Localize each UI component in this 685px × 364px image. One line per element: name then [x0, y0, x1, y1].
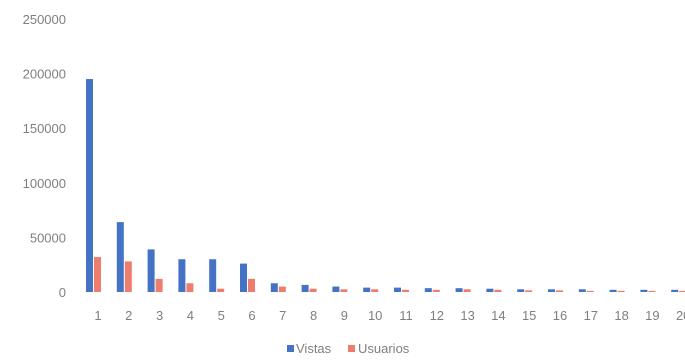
x-tick-label: 20 — [676, 308, 685, 323]
legend-label-usuarios: Usuarios — [358, 341, 410, 356]
bar-vistas-9 — [332, 286, 340, 292]
x-tick-label: 13 — [460, 308, 474, 323]
bar-usuarios-5 — [217, 288, 225, 292]
x-tick-label: 15 — [522, 308, 536, 323]
bars — [86, 79, 685, 292]
x-tick-label: 16 — [553, 308, 567, 323]
bar-usuarios-7 — [278, 286, 286, 292]
bar-vistas-10 — [363, 287, 371, 292]
y-tick-label: 200000 — [23, 67, 66, 82]
y-axis-ticks: 0 50000 100000 150000 200000 250000 — [23, 12, 66, 300]
bar-usuarios-18 — [617, 290, 625, 292]
bar-usuarios-13 — [463, 289, 471, 292]
bar-vistas-5 — [209, 259, 217, 292]
y-tick-label: 0 — [59, 285, 66, 300]
x-tick-label: 18 — [614, 308, 628, 323]
bar-usuarios-3 — [155, 278, 163, 292]
x-tick-label: 12 — [430, 308, 444, 323]
bar-usuarios-17 — [586, 290, 594, 292]
x-tick-label: 11 — [399, 308, 413, 323]
bar-vistas-15 — [517, 289, 525, 292]
bar-vistas-13 — [455, 288, 463, 292]
bar-usuarios-16 — [556, 290, 563, 292]
legend-label-vistas: Vistas — [296, 341, 332, 356]
x-axis-ticks: 1234567891011121314151617181920 — [94, 308, 685, 323]
x-tick-label: 2 — [125, 308, 132, 323]
x-tick-label: 19 — [645, 308, 659, 323]
y-tick-label: 150000 — [23, 121, 66, 136]
bar-usuarios-6 — [248, 278, 255, 292]
bar-vistas-16 — [548, 289, 555, 292]
bar-usuarios-15 — [525, 290, 533, 292]
bar-vistas-4 — [178, 259, 186, 292]
bar-vistas-18 — [609, 289, 617, 292]
bar-usuarios-2 — [124, 261, 132, 292]
x-tick-label: 14 — [491, 308, 505, 323]
x-tick-label: 10 — [368, 308, 382, 323]
x-tick-label: 4 — [187, 308, 194, 323]
x-tick-label: 3 — [156, 308, 163, 323]
bar-usuarios-12 — [432, 289, 440, 292]
bar-vistas-12 — [424, 288, 432, 292]
x-tick-label: 7 — [279, 308, 286, 323]
bar-vistas-8 — [301, 284, 309, 292]
bar-vistas-14 — [486, 288, 494, 292]
bar-vistas-3 — [147, 249, 155, 292]
bar-usuarios-14 — [494, 289, 502, 292]
legend: Vistas Usuarios — [287, 341, 410, 356]
bar-usuarios-4 — [186, 283, 194, 292]
x-tick-label: 5 — [218, 308, 225, 323]
x-tick-label: 1 — [94, 308, 101, 323]
y-tick-label: 250000 — [23, 12, 66, 27]
bar-vistas-7 — [270, 283, 278, 292]
bar-usuarios-9 — [340, 289, 348, 292]
bar-usuarios-11 — [402, 289, 409, 292]
bar-vistas-17 — [578, 289, 586, 292]
x-tick-label: 9 — [341, 308, 348, 323]
bar-usuarios-19 — [648, 290, 656, 292]
bar-vistas-6 — [240, 263, 247, 292]
bar-usuarios-10 — [371, 289, 379, 292]
bar-vistas-20 — [671, 289, 679, 292]
legend-swatch-usuarios — [348, 345, 355, 352]
bar-usuarios-8 — [309, 288, 317, 292]
y-tick-label: 50000 — [30, 230, 66, 245]
bar-usuarios-20 — [679, 290, 685, 292]
x-tick-label: 17 — [584, 308, 598, 323]
x-tick-label: 8 — [310, 308, 317, 323]
bar-vistas-2 — [116, 222, 124, 292]
bar-vistas-11 — [394, 287, 401, 292]
bar-vistas-1 — [86, 79, 93, 292]
x-tick-label: 6 — [248, 308, 255, 323]
bar-usuarios-1 — [94, 257, 101, 292]
bar-vistas-19 — [640, 289, 648, 292]
legend-swatch-vistas — [287, 345, 294, 352]
y-tick-label: 100000 — [23, 176, 66, 191]
